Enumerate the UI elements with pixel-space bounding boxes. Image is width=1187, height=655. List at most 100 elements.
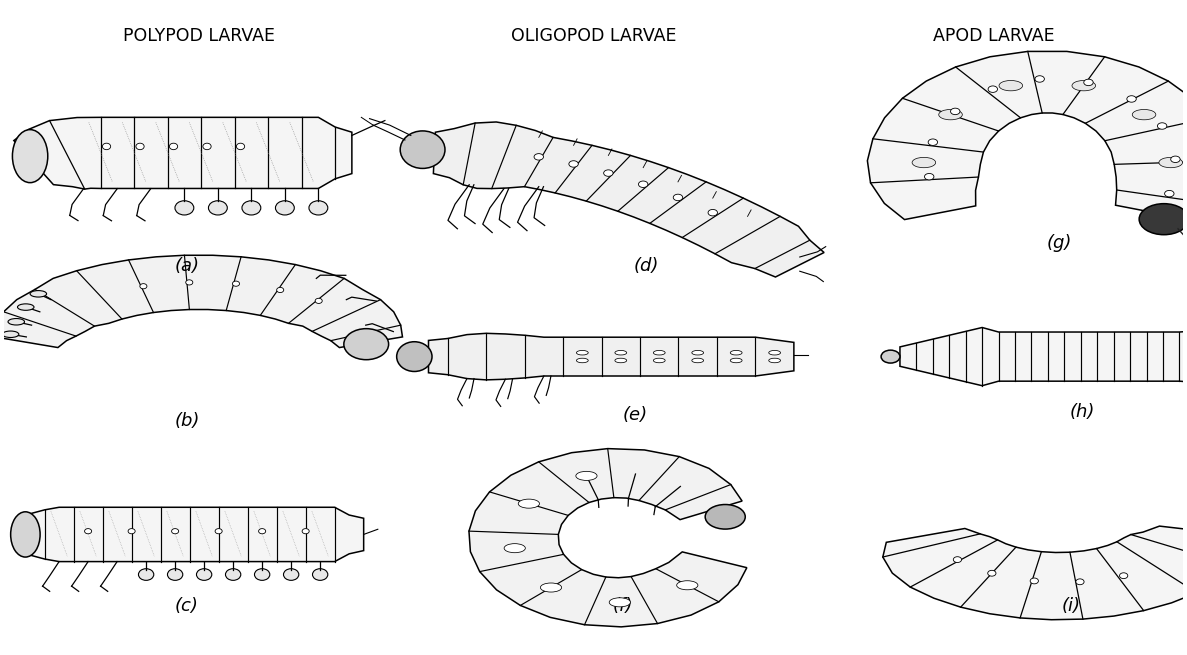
- Ellipse shape: [203, 143, 211, 149]
- Text: (c): (c): [174, 597, 198, 614]
- Ellipse shape: [215, 529, 222, 534]
- Ellipse shape: [1157, 122, 1167, 129]
- Ellipse shape: [167, 569, 183, 580]
- Ellipse shape: [953, 557, 961, 563]
- Text: (e): (e): [622, 406, 647, 424]
- Ellipse shape: [11, 512, 40, 557]
- Ellipse shape: [1035, 76, 1045, 82]
- Ellipse shape: [209, 200, 227, 215]
- Ellipse shape: [769, 358, 781, 363]
- Polygon shape: [429, 333, 794, 380]
- Ellipse shape: [102, 143, 110, 149]
- Ellipse shape: [1164, 191, 1174, 197]
- Ellipse shape: [172, 529, 179, 534]
- Ellipse shape: [928, 139, 938, 145]
- Text: (i): (i): [1061, 597, 1080, 614]
- Ellipse shape: [30, 291, 46, 297]
- Polygon shape: [868, 51, 1187, 220]
- Text: (d): (d): [634, 257, 659, 275]
- Ellipse shape: [951, 108, 960, 115]
- Ellipse shape: [400, 131, 445, 168]
- Polygon shape: [30, 507, 363, 561]
- Ellipse shape: [18, 304, 34, 310]
- Text: APOD LARVAE: APOD LARVAE: [933, 27, 1055, 45]
- Text: (f): (f): [612, 597, 633, 614]
- Ellipse shape: [197, 569, 211, 580]
- Text: OLIGOPOD LARVAE: OLIGOPOD LARVAE: [510, 27, 677, 45]
- Ellipse shape: [316, 298, 322, 303]
- Ellipse shape: [988, 571, 996, 576]
- Ellipse shape: [639, 181, 648, 187]
- Ellipse shape: [705, 504, 745, 529]
- Ellipse shape: [604, 170, 614, 176]
- Ellipse shape: [577, 358, 589, 363]
- Ellipse shape: [259, 529, 266, 534]
- Ellipse shape: [939, 109, 963, 120]
- Ellipse shape: [673, 195, 683, 200]
- Ellipse shape: [881, 350, 900, 363]
- Ellipse shape: [999, 81, 1022, 91]
- Ellipse shape: [312, 569, 328, 580]
- Ellipse shape: [128, 529, 135, 534]
- Ellipse shape: [912, 157, 935, 168]
- Ellipse shape: [519, 499, 539, 508]
- Ellipse shape: [139, 569, 154, 580]
- Ellipse shape: [1126, 96, 1136, 102]
- Ellipse shape: [309, 200, 328, 215]
- Ellipse shape: [236, 143, 245, 149]
- Ellipse shape: [730, 350, 742, 355]
- Ellipse shape: [170, 143, 178, 149]
- Ellipse shape: [84, 529, 91, 534]
- Ellipse shape: [254, 569, 269, 580]
- Text: POLYPOD LARVAE: POLYPOD LARVAE: [122, 27, 274, 45]
- Text: (h): (h): [1069, 403, 1096, 421]
- Ellipse shape: [1072, 81, 1096, 91]
- Ellipse shape: [988, 86, 997, 92]
- Ellipse shape: [135, 143, 144, 149]
- Ellipse shape: [140, 284, 147, 289]
- Ellipse shape: [692, 358, 704, 363]
- Ellipse shape: [540, 583, 561, 592]
- Ellipse shape: [569, 160, 578, 167]
- Ellipse shape: [653, 358, 665, 363]
- Ellipse shape: [615, 358, 627, 363]
- Ellipse shape: [1140, 204, 1187, 234]
- Ellipse shape: [1030, 578, 1039, 584]
- Ellipse shape: [226, 569, 241, 580]
- Ellipse shape: [577, 350, 589, 355]
- Ellipse shape: [233, 281, 240, 286]
- Ellipse shape: [504, 544, 526, 553]
- Ellipse shape: [1119, 572, 1128, 578]
- Ellipse shape: [534, 154, 544, 160]
- Ellipse shape: [1132, 109, 1156, 120]
- Polygon shape: [14, 117, 351, 189]
- Polygon shape: [883, 526, 1187, 620]
- Ellipse shape: [1159, 157, 1182, 168]
- Ellipse shape: [2, 331, 19, 337]
- Ellipse shape: [303, 529, 309, 534]
- Text: (b): (b): [174, 412, 199, 430]
- Ellipse shape: [1075, 579, 1084, 585]
- Ellipse shape: [677, 581, 698, 590]
- Ellipse shape: [609, 598, 630, 607]
- Polygon shape: [0, 255, 402, 348]
- Ellipse shape: [692, 350, 704, 355]
- Ellipse shape: [277, 288, 284, 293]
- Ellipse shape: [615, 350, 627, 355]
- Polygon shape: [900, 328, 1187, 386]
- Ellipse shape: [1170, 156, 1180, 162]
- Ellipse shape: [242, 200, 261, 215]
- Ellipse shape: [653, 350, 665, 355]
- Ellipse shape: [185, 280, 192, 285]
- Ellipse shape: [275, 200, 294, 215]
- Ellipse shape: [709, 210, 717, 216]
- Ellipse shape: [576, 472, 597, 480]
- Polygon shape: [433, 122, 824, 277]
- Ellipse shape: [8, 318, 25, 325]
- Ellipse shape: [1084, 79, 1093, 86]
- Ellipse shape: [12, 130, 47, 183]
- Ellipse shape: [925, 174, 934, 180]
- Ellipse shape: [344, 329, 388, 360]
- Ellipse shape: [730, 358, 742, 363]
- Ellipse shape: [284, 569, 299, 580]
